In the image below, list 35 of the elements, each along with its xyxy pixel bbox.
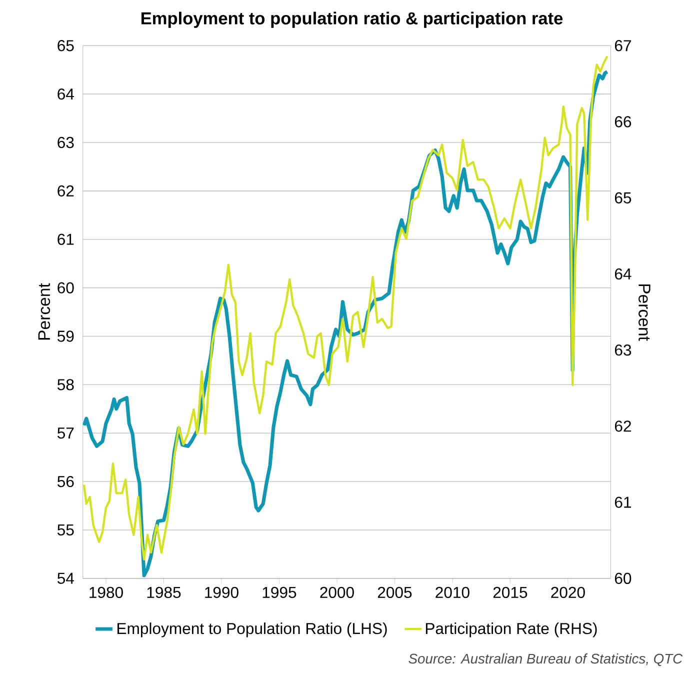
legend-label: Participation Rate (RHS) — [426, 622, 597, 638]
x-tick-label: 2020 — [551, 587, 585, 598]
y-tick-label: 59 — [58, 330, 74, 342]
y2-tick-label: 67 — [614, 40, 631, 52]
y-tick-label: 62 — [58, 186, 74, 197]
y2-tick-label: 60 — [614, 572, 632, 584]
y2-tick-label: 62 — [614, 420, 631, 432]
x-tick-label: 2015 — [493, 587, 528, 598]
x-tick-label: 2005 — [378, 587, 412, 598]
chart-title: Employment to population ratio & participation rate — [141, 12, 563, 28]
source-note: Source: Australian Bureau of Statistics, QTC — [408, 654, 683, 666]
y-tick-label: 55 — [58, 524, 74, 536]
y2-tick-label: 61 — [614, 496, 631, 508]
y2-tick-label: 63 — [614, 344, 632, 356]
y-tick-label: 57 — [58, 428, 74, 439]
y-tick-label: 54 — [58, 573, 74, 584]
y-tick-label: 64 — [58, 88, 74, 100]
y2-axis-title: Percent — [638, 284, 650, 342]
y-tick-label: 60 — [58, 282, 74, 294]
y-tick-label: 65 — [58, 40, 74, 52]
x-tick-label: 1990 — [205, 587, 238, 598]
y2-tick-label: 64 — [614, 268, 632, 280]
x-tick-label: 2000 — [320, 587, 354, 598]
y2-tick-label: 66 — [614, 116, 632, 128]
x-tick-label: 1980 — [90, 587, 123, 598]
y-tick-label: 63 — [58, 137, 74, 148]
x-tick-label: 2010 — [436, 587, 470, 598]
y-tick-label: 58 — [58, 379, 74, 390]
x-tick-label: 1995 — [262, 587, 296, 598]
y-tick-label: 56 — [58, 476, 74, 488]
y-tick-label: 61 — [58, 234, 74, 246]
y-axis-title: Percent — [38, 283, 50, 340]
x-tick-label: 1985 — [147, 587, 181, 598]
y2-tick-label: 65 — [614, 192, 632, 204]
legend-label: Employment to Population Ratio (LHS) — [118, 622, 387, 638]
